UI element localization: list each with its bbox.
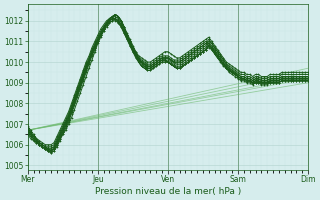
X-axis label: Pression niveau de la mer( hPa ): Pression niveau de la mer( hPa ) — [95, 187, 241, 196]
